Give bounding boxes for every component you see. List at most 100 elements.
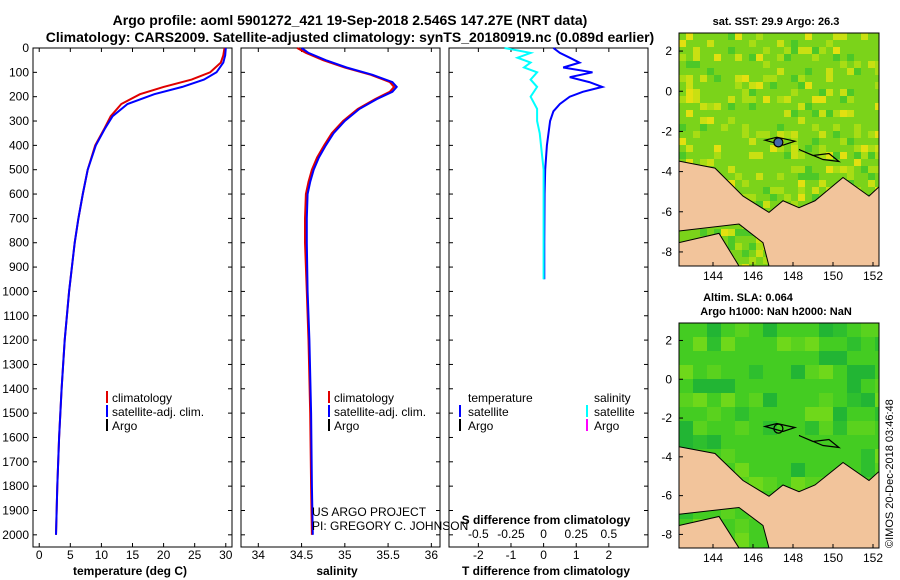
map-cell — [777, 54, 784, 61]
map-cell — [749, 365, 763, 379]
map-cell — [833, 173, 840, 180]
map-cell — [728, 180, 735, 187]
map-cell — [847, 421, 861, 435]
map-cell — [693, 54, 700, 61]
s-diff-tick-label: 0.25 — [565, 527, 589, 541]
map-x-tick-label: 146 — [743, 551, 763, 565]
map-y-tick-label: 0 — [665, 84, 672, 98]
sla-map-subtitle: Argo h1000: NaN h2000: NaN — [700, 306, 852, 318]
map-cell — [686, 75, 693, 82]
map-cell — [679, 138, 686, 145]
map-y-tick-label: -8 — [661, 527, 672, 541]
depth-tick-label: 300 — [9, 114, 29, 128]
legend-label-climatology: climatology — [112, 391, 172, 405]
map-cell — [707, 75, 714, 82]
map-cell — [875, 145, 879, 152]
map-cell — [679, 421, 693, 435]
map-cell — [763, 393, 777, 407]
map-cell — [812, 110, 819, 117]
map-cell — [875, 463, 879, 477]
map-cell — [875, 173, 879, 180]
map-cell — [798, 117, 805, 124]
map-cell — [679, 96, 686, 103]
map-cell — [735, 407, 749, 421]
map-cell — [833, 421, 847, 435]
map-cell — [728, 222, 735, 229]
map-cell — [749, 103, 756, 110]
map-cell — [700, 124, 707, 131]
s-diff-tick-label: -0.25 — [497, 527, 525, 541]
map-cell — [749, 75, 756, 82]
map-cell — [686, 159, 693, 166]
depth-tick-label: 1500 — [2, 406, 29, 420]
map-x-tick-label: 146 — [743, 269, 763, 283]
depth-tick-label: 1200 — [2, 333, 29, 347]
map-cell — [735, 519, 749, 533]
legend-label-satellite: satellite-adj. clim. — [334, 405, 426, 419]
map-cell — [875, 393, 879, 407]
map-cell — [826, 131, 833, 138]
map-cell — [826, 47, 833, 54]
map-cell — [679, 152, 686, 159]
map-cell — [721, 365, 735, 379]
map-cell — [721, 145, 728, 152]
legend-swatch-satellite — [328, 405, 330, 417]
map-x-tick-label: 150 — [823, 269, 843, 283]
map-cell — [756, 54, 763, 61]
map-cell — [833, 152, 840, 159]
map-cell — [819, 159, 826, 166]
map-cell — [812, 124, 819, 131]
map-cell — [868, 145, 875, 152]
map-cell — [847, 351, 861, 365]
temperature-panel — [32, 47, 233, 548]
map-cell — [805, 547, 819, 548]
map-cell — [812, 89, 819, 96]
map-cell — [819, 110, 826, 117]
s-diff-tick-label: -0.5 — [468, 527, 489, 541]
map-cell — [833, 68, 840, 75]
map-cell — [721, 117, 728, 124]
map-cell — [833, 365, 847, 379]
sla-map-frame — [678, 322, 880, 549]
map-cell — [749, 54, 756, 61]
map-cell — [854, 124, 861, 131]
map-cell — [700, 152, 707, 159]
map-cell — [833, 75, 840, 82]
salinity-legend: climatology satellite-adj. clim. Argo — [328, 391, 426, 433]
map-cell — [693, 110, 700, 117]
map-cell — [735, 96, 742, 103]
map-cell — [826, 152, 833, 159]
map-cell — [868, 110, 875, 117]
map-cell — [777, 131, 784, 138]
map-cell — [742, 124, 749, 131]
map-cell — [819, 54, 826, 61]
map-cell — [875, 47, 879, 54]
map-cell — [854, 61, 861, 68]
map-cell — [742, 264, 749, 266]
map-cell — [840, 61, 847, 68]
map-cell — [728, 243, 735, 250]
x-tick-label: 1 — [573, 548, 580, 562]
map-cell — [707, 323, 721, 337]
difference-xlabel: T difference from climatology — [462, 564, 630, 578]
map-cell — [721, 337, 735, 351]
title-line-1: Argo profile: aoml 5901272_421 19-Sep-20… — [112, 12, 588, 28]
pi-label: PI: GREGORY C. JOHNSON — [312, 519, 468, 533]
map-cell — [805, 68, 812, 75]
map-cell — [763, 33, 770, 40]
map-x-tick-label: 152 — [863, 551, 883, 565]
map-cell — [847, 75, 854, 82]
depth-tick-label: 1000 — [2, 284, 29, 298]
project-label: US ARGO PROJECT — [312, 505, 427, 519]
map-cell — [777, 124, 784, 131]
map-cell — [791, 110, 798, 117]
map-cell — [693, 138, 700, 145]
map-cell — [679, 47, 686, 54]
map-cell — [763, 187, 770, 194]
map-cell — [826, 40, 833, 47]
map-cell — [707, 159, 714, 166]
map-cell — [707, 407, 721, 421]
map-cell — [798, 180, 805, 187]
legend-label-satellite: satellite-adj. clim. — [112, 405, 204, 419]
map-cell — [742, 229, 749, 236]
